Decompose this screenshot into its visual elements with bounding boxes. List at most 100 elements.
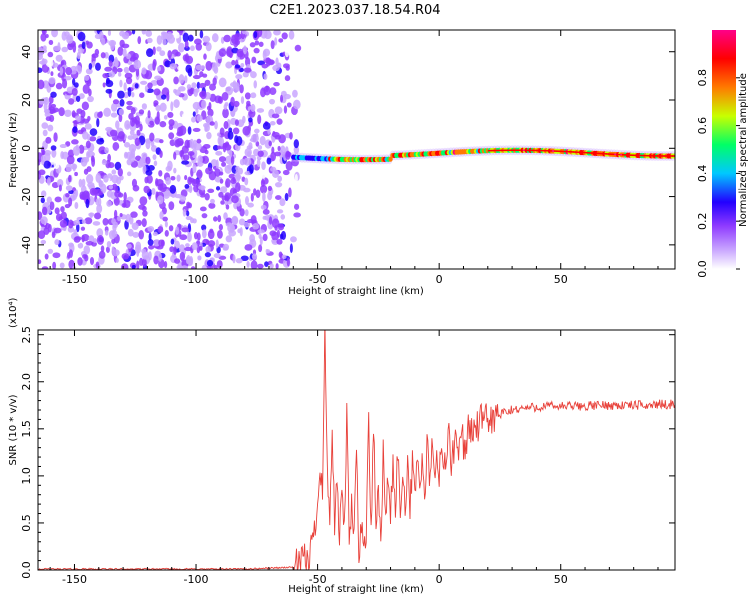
noise-blob: [126, 53, 131, 60]
noise-blob: [234, 119, 239, 127]
noise-blob: [187, 126, 192, 135]
noise-blob: [156, 66, 162, 72]
noise-blob: [114, 58, 119, 68]
echo-core: [592, 152, 596, 154]
noise-blob: [246, 260, 250, 268]
noise-blob: [200, 90, 207, 100]
noise-blob: [239, 227, 243, 237]
noise-blob: [77, 31, 86, 42]
noise-blob: [249, 164, 254, 175]
noise-blob: [117, 131, 125, 140]
noise-blob: [141, 103, 148, 110]
x-tick-label: 0: [436, 573, 443, 586]
noise-blob: [86, 166, 92, 172]
noise-blob: [284, 75, 291, 82]
noise-blob: [181, 227, 190, 233]
noise-blob: [192, 101, 201, 110]
noise-blob: [201, 264, 208, 269]
noise-blob: [186, 201, 191, 209]
noise-blob: [274, 151, 282, 157]
noise-blob: [177, 126, 183, 136]
echo-core: [616, 153, 619, 156]
noise-blob: [195, 64, 203, 71]
noise-blob: [162, 38, 167, 46]
noise-blob: [187, 34, 194, 42]
noise-blob: [88, 63, 93, 70]
noise-blob: [100, 245, 105, 253]
noise-blob: [269, 98, 276, 105]
noise-blob: [276, 238, 283, 245]
noise-blob: [179, 251, 186, 261]
noise-blob: [250, 71, 257, 79]
noise-blob: [283, 93, 291, 100]
noise-blob: [231, 195, 239, 204]
noise-blob: [140, 80, 148, 85]
noise-blob: [251, 253, 258, 260]
noise-blob: [139, 157, 147, 167]
noise-blob: [243, 67, 252, 73]
noise-blob: [237, 119, 245, 128]
noise-blob: [84, 123, 92, 130]
noise-blob: [201, 99, 207, 109]
echo-core: [653, 155, 656, 157]
noise-blob: [134, 137, 141, 147]
noise-blob: [164, 60, 172, 68]
noise-blob: [244, 244, 253, 251]
noise-blob: [51, 231, 56, 239]
noise-blob: [67, 226, 75, 233]
noise-blob: [201, 224, 207, 231]
noise-blob: [162, 216, 168, 222]
noise-blob: [147, 82, 153, 89]
noise-blob: [217, 214, 222, 223]
noise-blob: [60, 60, 64, 66]
noise-blob: [88, 212, 95, 217]
noise-blob: [204, 79, 211, 86]
noise-blob: [119, 212, 123, 218]
echo-core: [546, 149, 549, 152]
noise-blob: [51, 30, 58, 38]
noise-blob: [141, 258, 147, 267]
noise-blob: [116, 148, 121, 158]
noise-blob: [209, 121, 215, 126]
noise-blob: [283, 245, 289, 254]
y-tick-label: 20: [20, 93, 33, 107]
noise-blob: [222, 246, 229, 251]
noise-blob: [53, 227, 62, 234]
y-tick-label: 0.0: [20, 561, 33, 579]
noise-blob: [181, 112, 190, 120]
noise-blob: [41, 266, 49, 269]
noise-blob: [153, 100, 159, 106]
echo-core: [516, 149, 520, 152]
noise-blob: [166, 31, 173, 40]
noise-blob: [38, 259, 42, 265]
noise-blob: [125, 76, 133, 85]
noise-blob: [211, 62, 218, 72]
noise-blob: [184, 175, 188, 181]
echo-core: [524, 149, 528, 152]
noise-blob: [233, 100, 240, 108]
noise-blob: [247, 202, 254, 208]
echo-core: [586, 152, 590, 154]
noise-blob: [240, 255, 249, 262]
noise-blob: [68, 190, 74, 195]
noise-blob: [75, 95, 81, 102]
noise-blob: [230, 155, 235, 166]
noise-blob: [258, 41, 264, 47]
colorbar-tick-label: 0.4: [696, 165, 709, 183]
noise-blob: [218, 137, 225, 147]
noise-blob: [247, 151, 251, 158]
noise-blob: [193, 231, 199, 240]
noise-blob: [153, 160, 158, 167]
noise-blob: [195, 42, 202, 51]
noise-blob: [107, 153, 111, 162]
noise-blob: [282, 169, 290, 176]
noise-blob: [68, 174, 72, 183]
echo-core: [629, 154, 633, 156]
echo-core: [548, 150, 551, 152]
noise-blob: [96, 118, 100, 128]
noise-blob: [146, 48, 154, 58]
noise-blob: [157, 226, 164, 233]
noise-blob: [115, 120, 120, 129]
noise-blob: [236, 48, 244, 58]
noise-blob: [285, 151, 292, 158]
